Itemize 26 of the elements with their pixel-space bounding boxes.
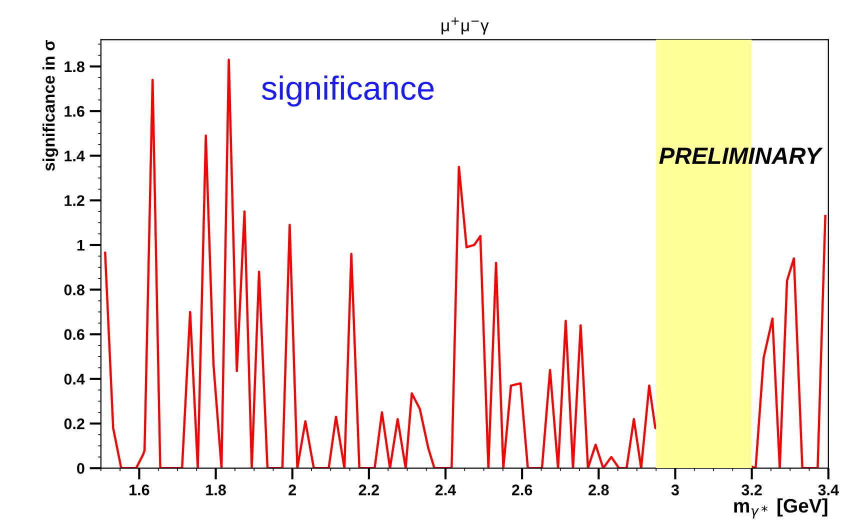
x-tick-label: 2 [288,484,296,496]
x-tick-label: 2.4 [435,484,456,496]
y-tick-label: 0.6 [64,329,84,340]
y-tick-label: 0.2 [64,418,84,430]
y-tick-label: 1 [77,240,85,251]
y-tick-label: 1.6 [64,106,84,117]
chart-title: μ$^{+}$μ$^{−}$γ [442,18,489,35]
x-axis-title: m$_{γ*}$ [GeV] [734,498,828,518]
x-tick-label: 1.8 [206,484,226,496]
y-tick-label: 1.4 [64,150,85,162]
x-tick-label: 3.4 [818,484,839,496]
y-tick-label: 1.8 [64,61,84,72]
y-tick-label: 1.2 [64,195,84,206]
annotation: significance [262,76,434,107]
x-tick-label: 2.6 [512,484,532,496]
x-tick-label: 3 [671,484,679,496]
y-tick-label: 0 [77,463,84,474]
x-tick-label: 3.2 [742,484,762,496]
x-tick-label: 1.6 [130,484,150,496]
x-tick-label: 2.8 [588,484,609,496]
x-tick-label: 2.2 [358,484,379,496]
y-axis-title: significance in σ [42,40,58,171]
annotation: PRELIMINARY [659,148,823,164]
y-tick-label: 0.8 [64,284,84,296]
line-series [104,58,826,468]
y-tick-label: 0.4 [64,374,85,385]
